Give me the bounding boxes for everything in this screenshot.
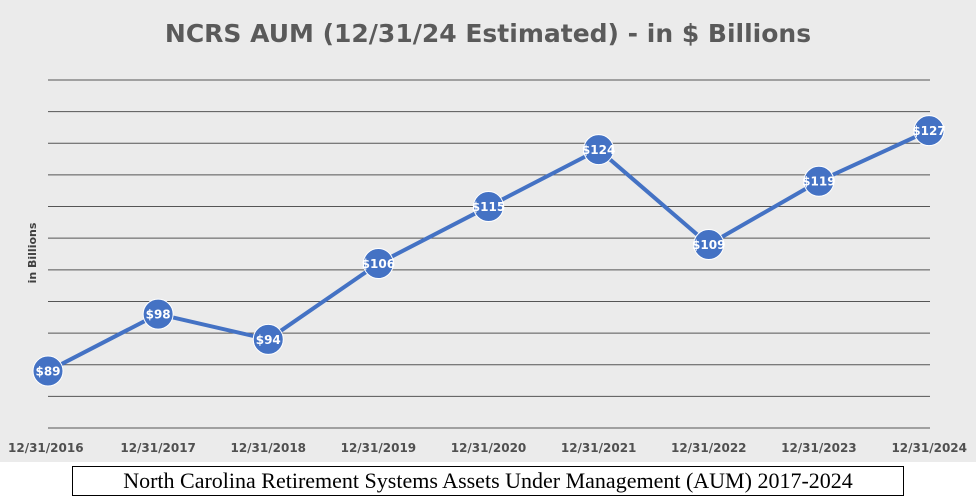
data-point	[362, 247, 394, 279]
data-point	[913, 115, 945, 147]
data-point	[142, 298, 174, 330]
data-label: $98	[146, 308, 171, 322]
data-label: $115	[472, 200, 505, 214]
data-label: $124	[582, 143, 615, 157]
data-label: $119	[802, 175, 835, 189]
x-tick-label: 12/31/2020	[451, 441, 527, 455]
x-tick-label: 12/31/2018	[230, 441, 306, 455]
data-point	[252, 323, 284, 355]
data-label: $89	[35, 365, 60, 379]
data-point	[583, 134, 615, 166]
data-label: $106	[362, 257, 395, 271]
data-point	[803, 165, 835, 197]
line-chart: NCRS AUM (12/31/24 Estimated) - in $ Bil…	[8, 19, 967, 455]
data-points: $89 $98 $94 $106 $115 $124 $109 $119 $127	[32, 115, 946, 387]
data-point	[32, 355, 64, 387]
figure-caption: North Carolina Retirement Systems Assets…	[72, 466, 904, 496]
data-label: $109	[692, 238, 725, 252]
x-tick-label: 12/31/2016	[8, 441, 84, 455]
gridlines	[48, 79, 930, 429]
x-tick-label: 12/31/2019	[341, 441, 417, 455]
chart-area: NCRS AUM (12/31/24 Estimated) - in $ Bil…	[0, 0, 976, 462]
data-label: $127	[912, 124, 945, 138]
x-tick-label: 12/31/2024	[891, 441, 967, 455]
series-line	[46, 128, 931, 374]
x-tick-label: 12/31/2022	[671, 441, 747, 455]
data-point	[473, 191, 504, 223]
x-tick-label: 12/31/2021	[561, 441, 637, 455]
x-tick-label: 12/31/2023	[781, 441, 857, 455]
x-tick-label: 12/31/2017	[120, 441, 196, 455]
data-label: $94	[256, 333, 281, 347]
chart-title: NCRS AUM (12/31/24 Estimated) - in $ Bil…	[165, 19, 811, 48]
data-point	[693, 229, 725, 261]
y-axis-label: in Billions	[26, 222, 39, 283]
x-axis-ticks: 12/31/2016 12/31/2017 12/31/2018 12/31/2019…	[8, 441, 967, 455]
